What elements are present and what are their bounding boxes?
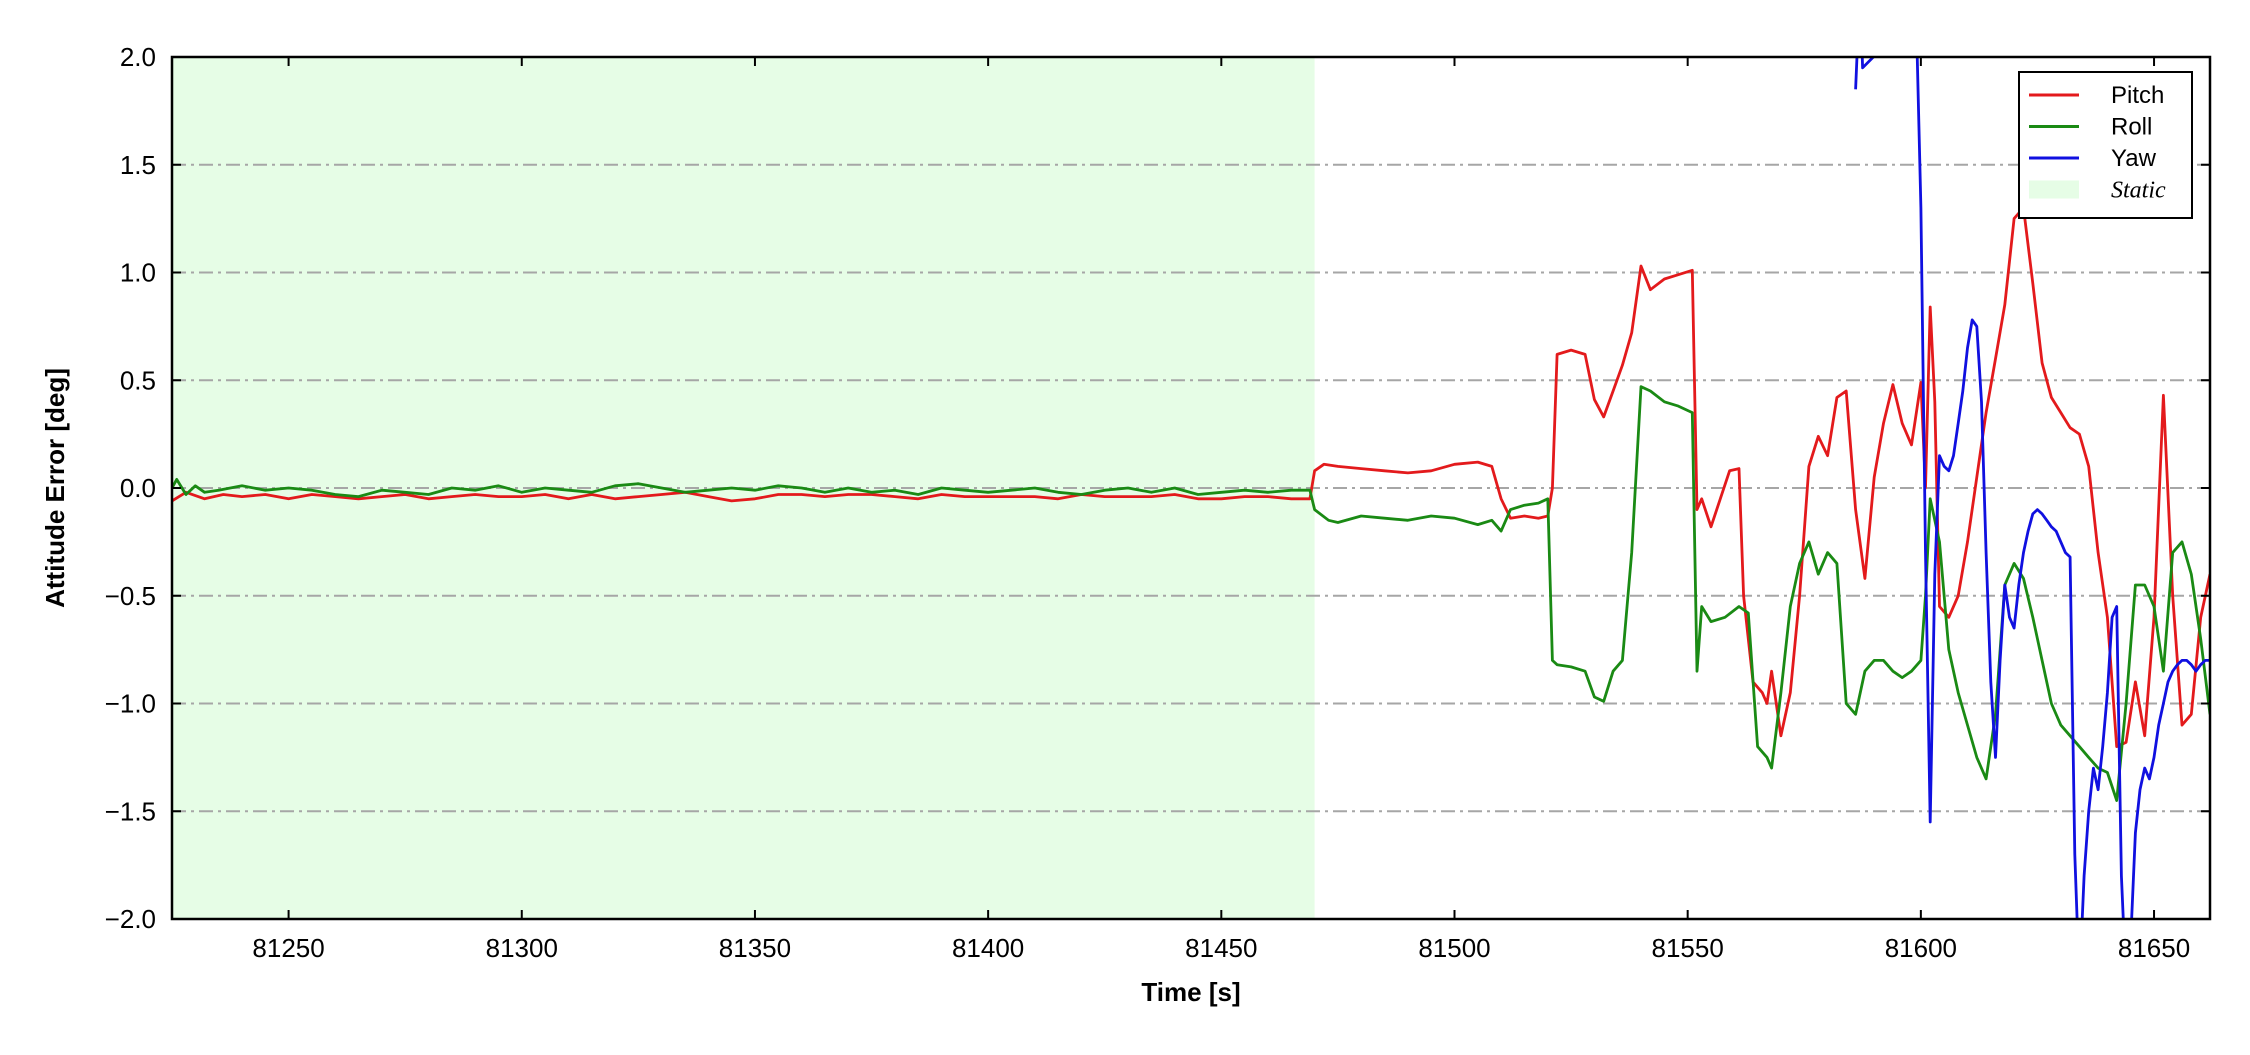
x-tick-label: 81600 bbox=[1885, 933, 1957, 963]
y-axis-label: Attitude Error [deg] bbox=[40, 368, 70, 608]
y-tick-label: −2.0 bbox=[105, 904, 156, 934]
y-tick-label: −0.5 bbox=[105, 581, 156, 611]
legend-label-roll: Roll bbox=[2111, 114, 2152, 141]
legend-label-pitch: Pitch bbox=[2111, 82, 2164, 109]
y-tick-label: −1.0 bbox=[105, 689, 156, 719]
series-line-roll bbox=[172, 385, 2210, 802]
legend-swatch-static bbox=[2029, 180, 2079, 199]
x-tick-label: 81300 bbox=[486, 933, 558, 963]
x-tick-label: 81500 bbox=[1418, 933, 1490, 963]
x-tick-label: 81350 bbox=[719, 933, 791, 963]
x-tick-label: 81550 bbox=[1652, 933, 1724, 963]
legend-label-yaw: Yaw bbox=[2111, 145, 2157, 172]
legend-label-static: Static bbox=[2111, 178, 2166, 204]
y-tick-label: 0.5 bbox=[120, 365, 156, 395]
y-tick-label: 1.5 bbox=[120, 150, 156, 180]
series-line-yaw bbox=[1854, 57, 2210, 919]
legend: Pitch Roll Yaw Static bbox=[2018, 71, 2193, 219]
y-tick-label: 0.0 bbox=[120, 473, 156, 503]
y-tick-label: 1.0 bbox=[120, 258, 156, 288]
y-tick-label: 2.0 bbox=[120, 42, 156, 72]
x-axis-label: Time [s] bbox=[1141, 977, 1240, 1007]
y-tick-label: −1.5 bbox=[105, 796, 156, 826]
x-tick-label: 81250 bbox=[252, 933, 324, 963]
x-tick-label: 81400 bbox=[952, 933, 1024, 963]
x-tick-label: 81450 bbox=[1185, 933, 1257, 963]
x-tick-label: 81650 bbox=[2118, 933, 2190, 963]
